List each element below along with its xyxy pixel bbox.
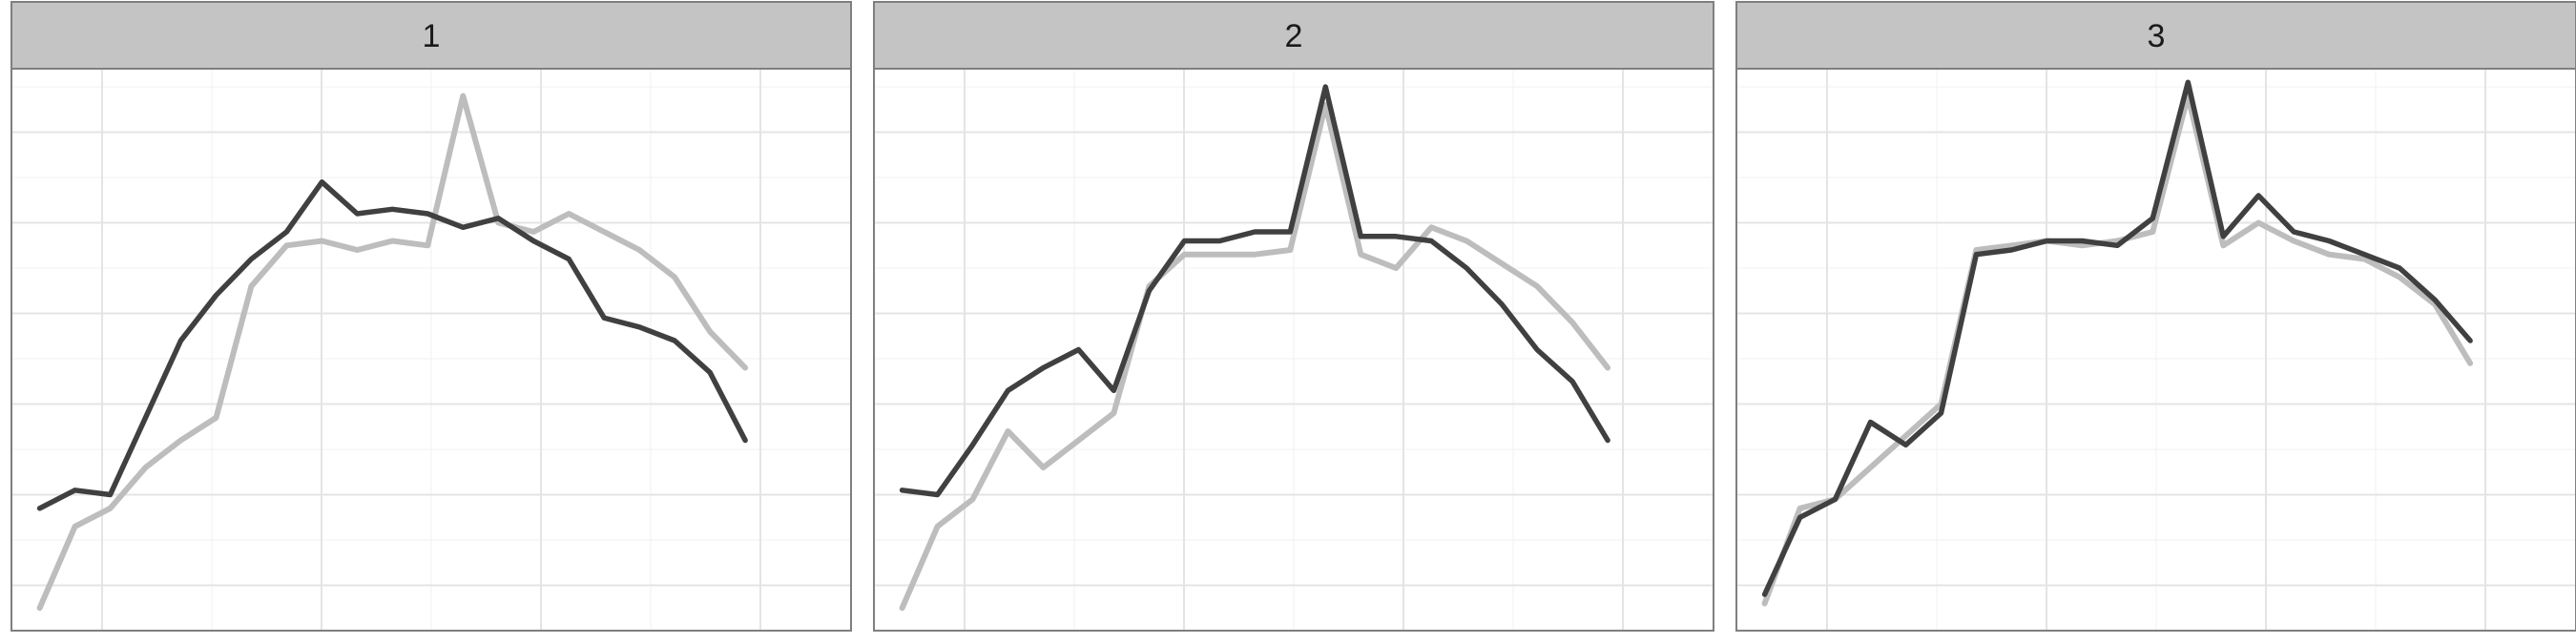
facet-strip [873,1,1714,70]
panel-border [1735,68,2576,632]
facet-strip-label: 2 [1285,18,1303,54]
facet-strip [10,1,852,70]
series-line-1 [1761,93,2474,607]
facet-panel-1: 1 [10,1,852,632]
facet-panel-2: 2 [873,1,1714,632]
series-line-1 [899,102,1611,612]
panel-border [873,68,1714,632]
facet-strip-label: 1 [423,18,441,54]
facet-strip-label: 3 [2148,18,2166,54]
series-line-2 [899,84,1610,498]
series-line-2 [36,179,748,511]
gridlines [1736,69,2576,631]
panel-border [10,68,852,632]
series-line-2 [1761,79,2473,597]
gridlines [11,69,851,631]
series-line-1 [36,93,749,612]
facet-panel-3: 3 [1735,1,2576,632]
